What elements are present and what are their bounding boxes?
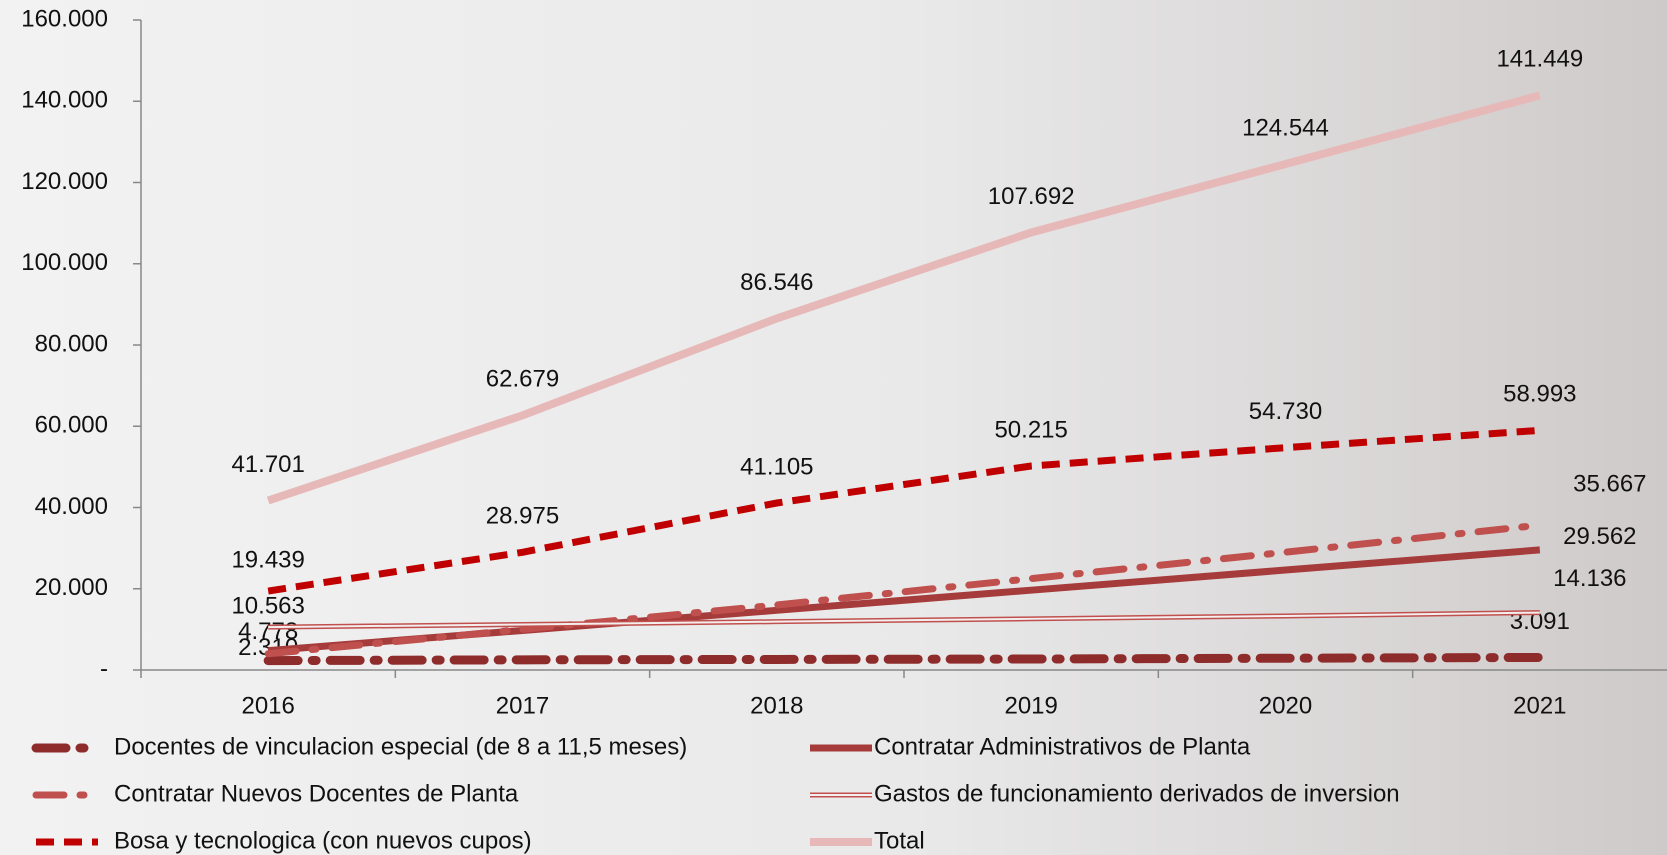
legend-label: Gastos de funcionamiento derivados de in… <box>874 780 1400 807</box>
x-tick-label: 2019 <box>1004 692 1057 719</box>
y-tick-label: 120.000 <box>21 168 108 195</box>
data-label: 86.546 <box>740 269 813 296</box>
y-tick-label: 40.000 <box>35 493 108 520</box>
chart: - 20.000 40.000 60.000 80.000 100.000 120.000 1… <box>0 0 1667 855</box>
data-label: 41.701 <box>231 451 304 478</box>
data-label: 54.730 <box>1249 398 1322 425</box>
data-label: 4.778 <box>238 618 298 645</box>
series-line <box>268 525 1540 654</box>
y-tick-label: - <box>100 655 108 682</box>
data-label: 124.544 <box>1242 114 1329 141</box>
data-label: 141.449 <box>1496 46 1583 73</box>
y-tick-label: 80.000 <box>35 330 108 357</box>
data-label: 62.679 <box>486 366 559 393</box>
legend-label: Bosa y tecnologica (con nuevos cupos) <box>114 827 532 854</box>
y-tick-label: 160.000 <box>21 5 108 32</box>
data-label: 35.667 <box>1573 470 1646 497</box>
series-line-inner <box>268 613 1540 628</box>
series-line <box>268 657 1540 660</box>
data-label: 58.993 <box>1503 381 1576 408</box>
y-tick-label: 60.000 <box>35 412 108 439</box>
x-tick-label: 2020 <box>1259 692 1312 719</box>
legend-label: Total <box>874 827 925 854</box>
legend-label: Docentes de vinculacion especial (de 8 a… <box>114 733 687 760</box>
x-tick-label: 2016 <box>241 692 294 719</box>
data-label: 14.136 <box>1553 565 1626 592</box>
legend-label: Contratar Nuevos Docentes de Planta <box>114 780 519 807</box>
y-tick-label: 100.000 <box>21 249 108 276</box>
data-label: 19.439 <box>231 546 304 573</box>
data-label: 107.692 <box>988 183 1075 210</box>
x-tick-label: 2021 <box>1513 692 1566 719</box>
data-label: 29.562 <box>1563 523 1636 550</box>
series-line <box>268 95 1540 500</box>
x-tick-label: 2018 <box>750 692 803 719</box>
data-label: 10.563 <box>231 592 304 619</box>
y-tick-label: 20.000 <box>35 574 108 601</box>
y-tick-label: 140.000 <box>21 87 108 114</box>
legend-label: Contratar Administrativos de Planta <box>874 733 1251 760</box>
data-label: 28.975 <box>486 503 559 530</box>
x-tick-label: 2017 <box>496 692 549 719</box>
data-label: 50.215 <box>994 416 1067 443</box>
data-label: 41.105 <box>740 453 813 480</box>
